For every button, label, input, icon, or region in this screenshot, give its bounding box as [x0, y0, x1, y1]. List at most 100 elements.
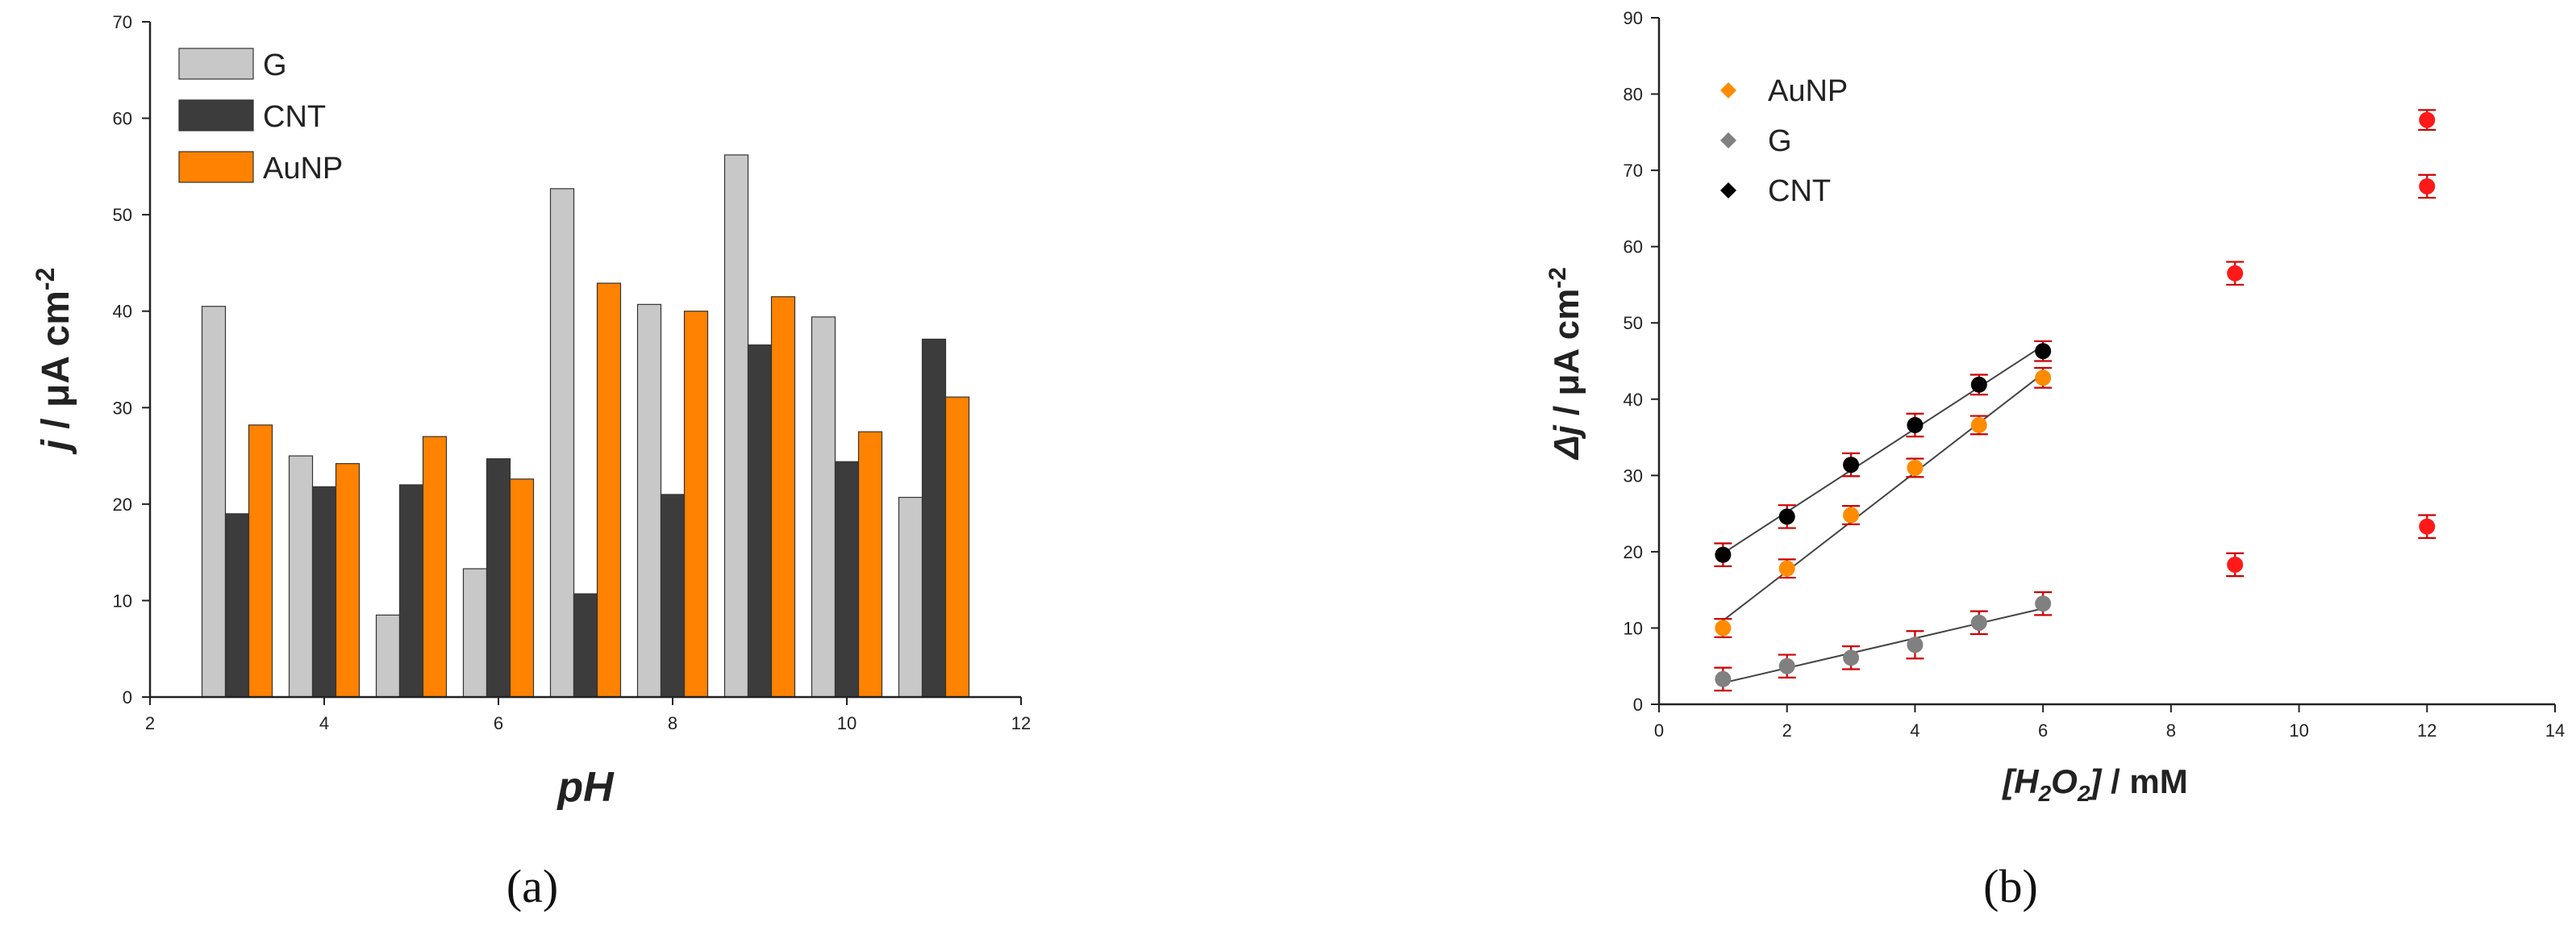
- legend-label-cnt: CNT: [1768, 174, 1831, 208]
- y-tick-label: 90: [1624, 8, 1643, 28]
- point-aunp-2: [1842, 505, 1861, 525]
- y-axis-title-unit: / μA cm: [35, 290, 77, 440]
- fit-line-cnt: [1722, 344, 2044, 554]
- point-unlabeled-1: [2226, 552, 2245, 578]
- bar-group: [201, 154, 970, 698]
- bar-aunp-9: [770, 296, 796, 698]
- bar-cnt-11: [921, 338, 947, 698]
- x-tick-label: 14: [2545, 720, 2565, 741]
- x-tick-label: 12: [2417, 720, 2436, 741]
- marker: [1907, 637, 1924, 653]
- y-tick-label: 50: [113, 205, 132, 225]
- y-tick-label: 50: [1624, 313, 1643, 333]
- x-axis-title-sub1: 2: [2038, 781, 2052, 806]
- marker: [2035, 369, 2052, 386]
- fit-lines: [1722, 344, 2044, 684]
- bar-g-8: [636, 303, 662, 698]
- x-axis-title-bracket: [H: [2001, 762, 2040, 800]
- marker: [1715, 546, 1732, 563]
- point-aunp-3: [1906, 457, 1924, 478]
- legend-label-g: G: [263, 48, 287, 82]
- x-tick-label: 12: [1011, 713, 1031, 733]
- x-tick-label: 0: [1654, 720, 1664, 741]
- marker: [2035, 343, 2052, 360]
- x-tick-label: 6: [2038, 720, 2048, 741]
- bar-aunp-5: [422, 436, 448, 698]
- marker: [2035, 595, 2052, 612]
- marker: [1843, 507, 1860, 524]
- y-tick-label: 10: [1624, 618, 1643, 638]
- point-g-2: [1842, 645, 1861, 670]
- x-tick-label: 8: [668, 713, 677, 733]
- bar-cnt-10: [834, 461, 860, 698]
- x-tick-label: 2: [1782, 720, 1792, 741]
- marker: [2227, 265, 2244, 282]
- x-tick-label: 4: [1910, 720, 1919, 741]
- y-tick-label: 30: [113, 398, 132, 418]
- point-cnt-4: [1970, 374, 1988, 396]
- y-tick-label: 40: [1624, 390, 1643, 410]
- x-tick-label: 4: [319, 713, 329, 733]
- bar-g-6: [462, 568, 488, 698]
- y-axis-title-sup: -2: [1544, 267, 1571, 289]
- bar-aunp-11: [944, 396, 970, 698]
- panel-label-a: (a): [506, 860, 558, 912]
- marker: [1907, 416, 1924, 433]
- marker: [1778, 560, 1795, 577]
- y-axis-title-sup: -2: [31, 268, 60, 290]
- panel-b-scatter-chart: 0 2 4 6 8 10 12 14 0 10 20 30 40 50 60 70 80 90 AuNP G CNT…: [1544, 8, 2565, 912]
- x-tick-label: 10: [837, 713, 857, 733]
- y-tick-label: 20: [113, 495, 132, 515]
- point-cnt-3: [1906, 412, 1924, 438]
- bar-g-10: [811, 316, 836, 698]
- fit-line-aunp: [1722, 373, 2044, 621]
- bar-aunp-8: [683, 311, 709, 698]
- y-tick-label: 40: [113, 302, 132, 322]
- point-cnt-1: [1778, 504, 1796, 529]
- bar-aunp-6: [509, 478, 535, 698]
- marker: [1970, 614, 1987, 631]
- x-axis-title-unit: / mM: [2101, 762, 2187, 800]
- y-ticks: 0 10 20 30 40 50 60 70 80 90: [1624, 8, 1659, 715]
- point-cnt-2: [1842, 452, 1861, 478]
- point-aunp-1: [1778, 558, 1796, 579]
- marker: [1843, 649, 1860, 666]
- x-tick-label: 10: [2289, 720, 2308, 741]
- point-aunp-5: [2034, 366, 2053, 389]
- bar-g-4: [288, 455, 314, 698]
- y-tick-label: 0: [1633, 695, 1643, 715]
- x-axis-title-close: ]: [2086, 762, 2103, 800]
- legend-swatch-cnt: [178, 99, 254, 132]
- point-g-4: [1970, 610, 1988, 636]
- bar-aunp-7: [596, 282, 622, 698]
- panel-label-b: (b): [1983, 860, 2038, 912]
- x-tick-label: 6: [494, 713, 503, 733]
- bar-g-5: [375, 614, 401, 698]
- y-axis-title-symbol: Δj: [1547, 424, 1586, 461]
- bar-aunp-10: [857, 431, 883, 698]
- marker: [2419, 518, 2436, 535]
- bar-cnt-3: [224, 513, 250, 698]
- bar-aunp-3: [248, 424, 273, 698]
- point-unlabeled-4: [2418, 514, 2436, 539]
- fit-line-g: [1723, 607, 2044, 684]
- bar-cnt-7: [573, 593, 598, 698]
- y-tick-label: 0: [123, 687, 132, 708]
- legend-marker-aunp: [1720, 82, 1736, 98]
- y-tick-label: 30: [1624, 466, 1643, 486]
- marker: [1970, 416, 1987, 433]
- point-aunp-4: [1970, 415, 1988, 436]
- point-aunp-0: [1714, 617, 1732, 638]
- x-tick-label: 8: [2166, 720, 2176, 741]
- x-tick-label: 2: [145, 713, 155, 733]
- bar-g-11: [898, 496, 923, 698]
- bar-cnt-6: [486, 458, 511, 698]
- bar-g-7: [549, 188, 575, 698]
- legend-label-aunp: AuNP: [263, 152, 343, 186]
- point-cnt-0: [1714, 542, 1732, 567]
- point-unlabeled-2: [2418, 109, 2436, 132]
- y-tick-label: 60: [1624, 237, 1643, 257]
- point-unlabeled-0: [2226, 261, 2245, 286]
- bar-cnt-9: [747, 344, 773, 698]
- point-g-1: [1778, 653, 1796, 679]
